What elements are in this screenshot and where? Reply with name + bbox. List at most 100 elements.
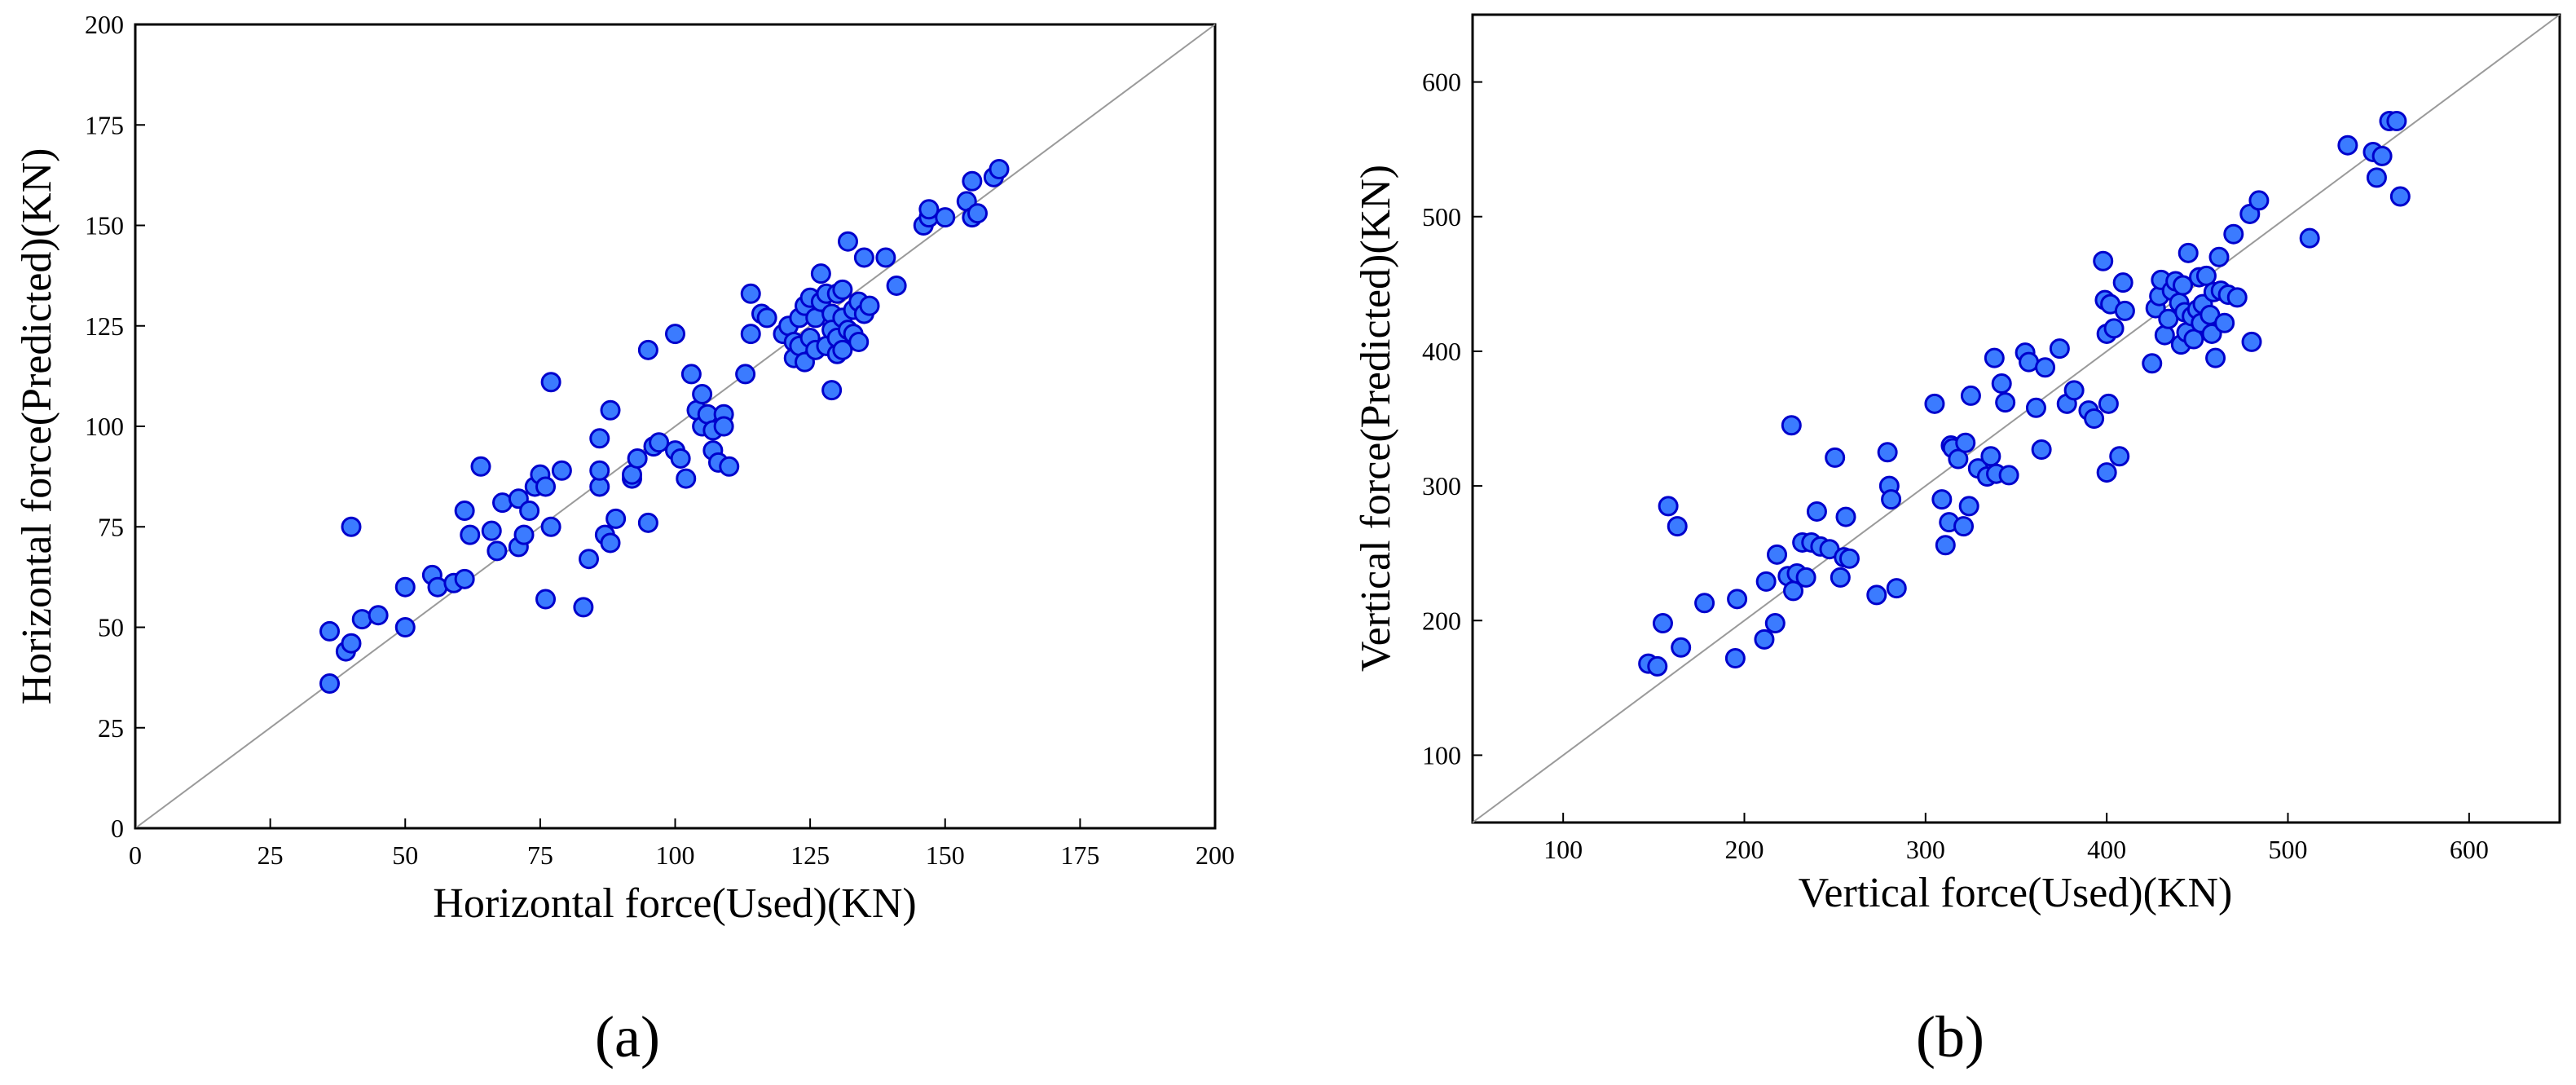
chart-b-data-point [2098,393,2119,414]
chart-b-data-point [2177,242,2199,263]
chart-b-data-point [1727,589,1748,610]
chart-a-data-point [740,324,761,345]
chart-b-data-point [1935,535,1956,556]
chart-a-data-point [454,501,475,522]
chart-b-data-point [2201,323,2222,344]
chart-a-x-tick-label: 25 [258,840,284,870]
chart-a-data-point [676,468,697,489]
chart-b-data-point [2248,190,2270,211]
chart-a-data-point [832,279,853,300]
chart-b-data-point [1830,567,1851,588]
chart-b-data-point [1955,432,1976,453]
chart-a-data-point [740,283,761,304]
chart-a-y-tick-label: 175 [85,110,124,139]
chart-b-x-tick-label: 200 [1725,835,1764,864]
chart-b-data-point [2389,186,2411,207]
chart-b-data-point [1838,548,1860,569]
chart-a-data-point [368,605,389,626]
chart-a-y-tick-label: 50 [98,613,124,642]
chart-b-y-tick-label: 500 [1422,202,1461,232]
chart-a-data-point [692,384,713,405]
chart-a-y-tick-label: 25 [98,713,124,743]
chart-a-data-point [600,399,621,421]
chart-a-data-point [989,158,1010,179]
chart-b-data-point [1924,393,1945,414]
chart-b-data-point [1995,392,2016,413]
chart-a-x-tick-label: 100 [656,840,695,870]
chart-b-data-point [2035,357,2056,378]
chart-b-x-axis-label: Vertical force(Used)(KN) [1799,870,2233,916]
chart-a-data-point [540,516,561,537]
chart-b-data-point [2208,246,2230,267]
chart-b-x-tick-label: 300 [1906,835,1945,864]
chart-b-data-point [1806,501,1827,522]
chart-a-data-point [513,524,535,545]
chart-a-data-point [460,524,481,545]
chart-a-data-point [519,501,540,522]
chart-a-points [319,158,1010,695]
chart-b-data-point [1958,496,1979,517]
chart-a-y-tick-label: 125 [85,311,124,341]
chart-a-data-point [821,380,843,401]
chart-b-data-point [1948,448,1969,470]
chart-b-y-tick-label: 300 [1422,471,1461,501]
chart-b-data-point [1647,655,1668,677]
chart-a-data-point [962,170,983,192]
chart-b-data-point [1866,584,1887,606]
chart-a-y-axis-label: Horizontal force(Predicted)(KN) [14,148,60,705]
chart-a-data-point [470,456,491,477]
chart-a-data-point [394,576,416,598]
chart-b-diagonal-line [1472,14,2561,823]
chart-a-data-point [341,516,362,537]
chart-a-data-point [735,364,756,385]
chart-a-y-ticks: 0 25 50 75 100 125 150 175 200 [85,10,145,843]
chart-a-data-point [935,207,956,228]
chart-b-data-point [1953,516,1975,537]
chart-b-data-point [2112,272,2133,293]
chart-a-x-tick-label: 50 [392,840,418,870]
chart-b-data-point [2226,287,2248,308]
chart-a-data-point [319,620,340,642]
chart-a-data-point [713,416,734,437]
chart-a-data-point [875,247,896,268]
chart-a-y-tick-label: 100 [85,412,124,441]
chart-b-data-point [2025,397,2046,418]
chart-a-y-tick-label: 0 [111,814,124,843]
chart-a-data-point [859,295,880,316]
chart-b-y-tick-label: 200 [1422,606,1461,635]
chart-a-x-tick-label: 0 [129,840,142,870]
chart-b-data-point [1931,489,1953,510]
chart-a-y-tick-label: 200 [85,10,124,39]
chart-b-data-point [1886,578,1907,599]
chart-b-data-point [1767,544,1788,565]
chart-a-data-point [535,476,556,497]
chart-a-data-point [573,597,594,618]
chart-b-x-tick-label: 600 [2450,835,2489,864]
chart-a-data-point [487,540,508,562]
chart-b-plot-frame [1471,13,2561,824]
chart-a-data-point [848,331,870,352]
chart-a-x-tick-label: 175 [1060,840,1099,870]
chart-b-data-point [1755,571,1777,592]
chart-a-x-tick-label: 150 [926,840,965,870]
chart-a-data-point [756,307,777,329]
chart-b-data-point [1998,465,2019,486]
chart-a-data-point [832,339,853,360]
chart-b-data-point [2241,331,2262,352]
chart-a-data-point [605,508,627,529]
chart-b-data-point [2371,145,2393,166]
chart-b-data-point [2205,347,2226,368]
chart-b-data-point [2103,318,2125,339]
chart-b-data-point [1671,637,1692,658]
chart-a-diagonal-line [134,24,1216,829]
chart-a-data-point [670,448,691,469]
chart-b-data-point [1658,496,1679,517]
chart-b-data-point [2093,250,2114,271]
chart-b-data-point [2096,462,2117,483]
chart-b-points [1638,110,2411,677]
chart-b-x-tick-label: 400 [2087,835,2126,864]
chart-a: 0 25 50 75 100 125 150 175 200 0 25 50 75 100 125 150 1… [14,10,1235,1070]
chart-b-data-point [1764,613,1786,634]
chart-b-data-point [1877,442,1898,463]
